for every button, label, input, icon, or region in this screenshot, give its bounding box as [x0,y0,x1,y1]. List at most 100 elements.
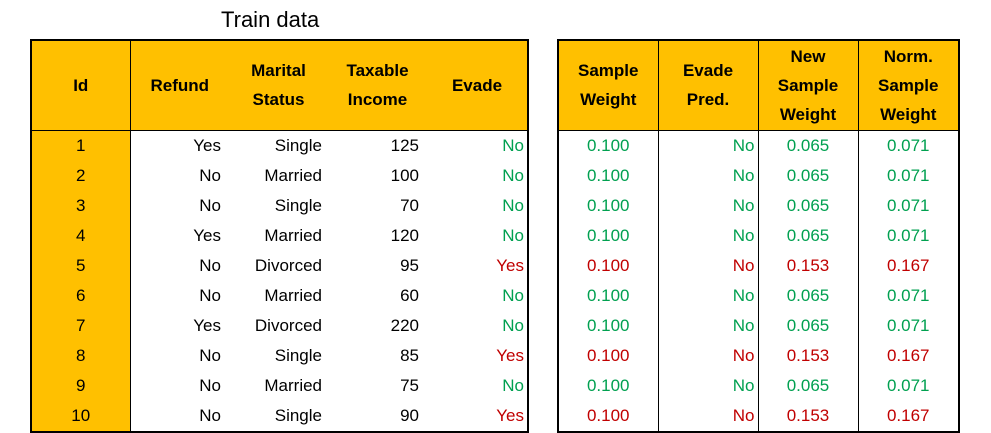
evade-pred-cell: No [658,310,759,341]
col-header-new-sample-weight: New Sample Weight [758,40,859,130]
marital-status-cell: Married [264,165,322,185]
table-row: 0.100 No 0.065 0.071 [558,280,959,311]
refund-cell: Yes [193,135,221,155]
table-row: 0.100 No 0.153 0.167 [558,340,959,371]
evade-pred-cell: No [658,220,759,251]
new-sample-weight-cell: 0.153 [758,340,859,371]
header-label: Status [252,90,305,110]
new-sample-weight-cell: 0.065 [758,220,859,251]
sample-weight-cell: 0.100 [558,220,659,251]
table-row: 0.100 No 0.065 0.071 [558,190,959,221]
evade-cell: No [427,310,529,341]
id-cell: 7 [31,310,131,341]
col-header-evade: Evade [427,40,528,130]
table-row: 0.100 No 0.065 0.071 [558,220,959,251]
taxable-income-cell: 85 [400,345,419,365]
norm-sample-weight-cell: 0.071 [886,375,930,395]
marital-status-cell: Married [264,285,322,305]
id-cell: 2 [31,160,131,191]
sample-weights-table: Sample Weight Evade Pred. New Sample Weight … [557,39,960,433]
col-header-norm-sample-weight: Norm. Sample Weight [858,40,959,130]
table-row: 10 No Single 90 Yes [31,400,529,432]
sample-weight-cell: 0.100 [558,250,659,281]
sample-weight-cell: 0.100 [558,130,659,161]
marital-status-cell: Married [264,375,322,395]
table-row: 9 No Married 75 No [31,370,529,401]
norm-sample-weight-cell: 0.167 [886,405,930,425]
marital-status-cell: Single [274,195,322,215]
header-label: Id [73,75,89,95]
header-label: Sample [578,61,639,81]
header-label: Evade [682,61,734,81]
marital-status-cell: Divorced [254,315,322,335]
evade-cell: No [427,130,529,161]
table-row: 2 No Married 100 No [31,160,529,191]
new-sample-weight-cell: 0.065 [758,160,859,191]
refund-cell: No [199,255,221,275]
refund-cell: No [199,195,221,215]
norm-sample-weight-cell: 0.071 [886,165,930,185]
refund-cell: No [199,375,221,395]
evade-cell: Yes [427,250,529,281]
id-cell: 8 [31,340,131,371]
table-row: 0.100 No 0.065 0.071 [558,130,959,161]
evade-pred-cell: No [658,400,759,432]
norm-sample-weight-cell: 0.071 [886,195,930,215]
taxable-income-cell: 100 [390,165,419,185]
evade-cell: No [427,190,529,221]
sample-weight-cell: 0.100 [558,370,659,401]
col-header-taxable-income: Taxable Income [328,40,427,130]
table-row: 6 No Married 60 No [31,280,529,311]
header-label: Norm. [883,46,933,66]
refund-cell: Yes [193,315,221,335]
header-label: Weight [779,104,837,124]
taxable-income-cell: 125 [390,135,419,155]
train-header-row: Id Refund Marital Status Taxable Income Ev… [31,40,528,130]
refund-cell: No [199,165,221,185]
id-cell: 9 [31,370,131,401]
evade-pred-cell: No [658,340,759,371]
table-row: 5 No Divorced 95 Yes [31,250,529,281]
norm-sample-weight-cell: 0.071 [886,135,930,155]
sample-weight-cell: 0.100 [558,310,659,341]
refund-cell: No [199,345,221,365]
col-header-id: Id [31,40,131,130]
marital-status-cell: Divorced [254,255,322,275]
col-header-sample-weight: Sample Weight [558,40,659,130]
train-table-body: 1 Yes Single 125 No 2 No Married 100 No 3 No Single 7… [31,130,529,432]
weights-header-row: Sample Weight Evade Pred. New Sample Weight … [558,40,959,130]
new-sample-weight-cell: 0.065 [758,310,859,341]
table-row: 7 Yes Divorced 220 No [31,310,529,341]
evade-cell: Yes [427,400,529,432]
table-row: 0.100 No 0.065 0.071 [558,310,959,341]
evade-cell: No [427,160,529,191]
id-cell: 10 [31,400,131,432]
norm-sample-weight-cell: 0.071 [886,315,930,335]
header-label: New [790,46,826,66]
table-row: 0.100 No 0.065 0.071 [558,370,959,401]
refund-cell: Yes [193,225,221,245]
id-cell: 3 [31,190,131,221]
weights-table-body: 0.100 No 0.065 0.071 0.100 No 0.065 0.071 0.100 N… [558,130,959,432]
evade-pred-cell: No [658,280,759,311]
taxable-income-cell: 75 [400,375,419,395]
header-label: Sample [878,75,939,95]
norm-sample-weight-cell: 0.167 [886,255,930,275]
norm-sample-weight-cell: 0.071 [886,225,930,245]
sample-weight-cell: 0.100 [558,160,659,191]
id-cell: 1 [31,130,131,161]
new-sample-weight-cell: 0.153 [758,400,859,432]
sample-weight-cell: 0.100 [558,340,659,371]
header-label: Weight [580,90,637,110]
evade-cell: No [427,280,529,311]
evade-pred-cell: No [658,190,759,221]
evade-cell: Yes [427,340,529,371]
norm-sample-weight-cell: 0.167 [886,345,930,365]
evade-cell: No [427,370,529,401]
page-title: Train data [221,7,320,32]
evade-cell: No [427,220,529,251]
norm-sample-weight-cell: 0.071 [886,285,930,305]
marital-status-cell: Single [274,345,322,365]
table-row: 0.100 No 0.153 0.167 [558,250,959,281]
header-label: Sample [777,75,839,95]
